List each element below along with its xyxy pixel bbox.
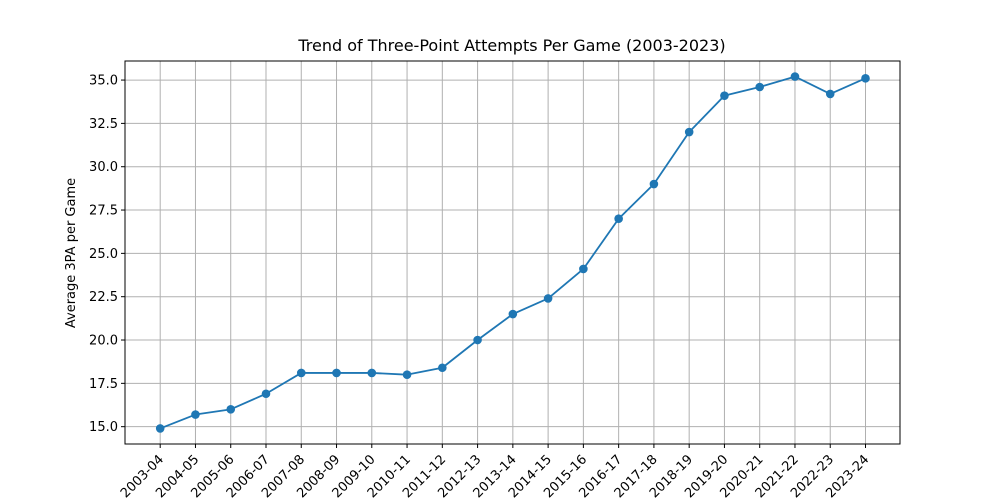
y-tick-label: 22.5 [89,290,118,305]
y-tick-label: 30.0 [89,160,118,175]
data-point [296,368,306,378]
data-point [473,335,482,345]
data-point [438,363,447,373]
y-axis: 15.0 17.5 20.0 22.5 25.0 27.5 30.0 32.5 35.0 [89,74,125,435]
data-point [790,72,800,81]
data-point [155,424,165,433]
y-tick-label: 17.5 [89,377,118,392]
data-point [367,368,377,378]
series-layer [155,72,870,433]
data-point [720,91,729,100]
data-point [861,74,870,83]
data-point [579,264,588,274]
chart-title: Trend of Three-Point Attempts Per Game (… [297,36,725,55]
y-tick-label: 25.0 [89,247,118,262]
y-tick-label: 15.0 [89,420,118,435]
grid [125,61,900,444]
y-tick-label: 35.0 [89,74,118,89]
data-point [684,127,694,137]
data-point [649,179,659,189]
data-point [614,214,623,224]
data-point [543,294,553,303]
x-axis: 2003-042004-052005-062006-072007-082008-… [118,444,872,500]
y-tick-label: 32.5 [89,117,118,132]
data-point [261,389,271,399]
y-tick-label: 27.5 [89,204,118,219]
data-point [332,368,341,378]
y-tick-label: 20.0 [89,334,118,349]
y-axis-label: Average 3PA per Game [64,178,79,328]
data-point [226,405,236,414]
data-point [402,370,412,379]
data-point [825,89,835,99]
data-point [508,309,518,319]
data-point [755,82,765,92]
data-point [191,410,200,419]
